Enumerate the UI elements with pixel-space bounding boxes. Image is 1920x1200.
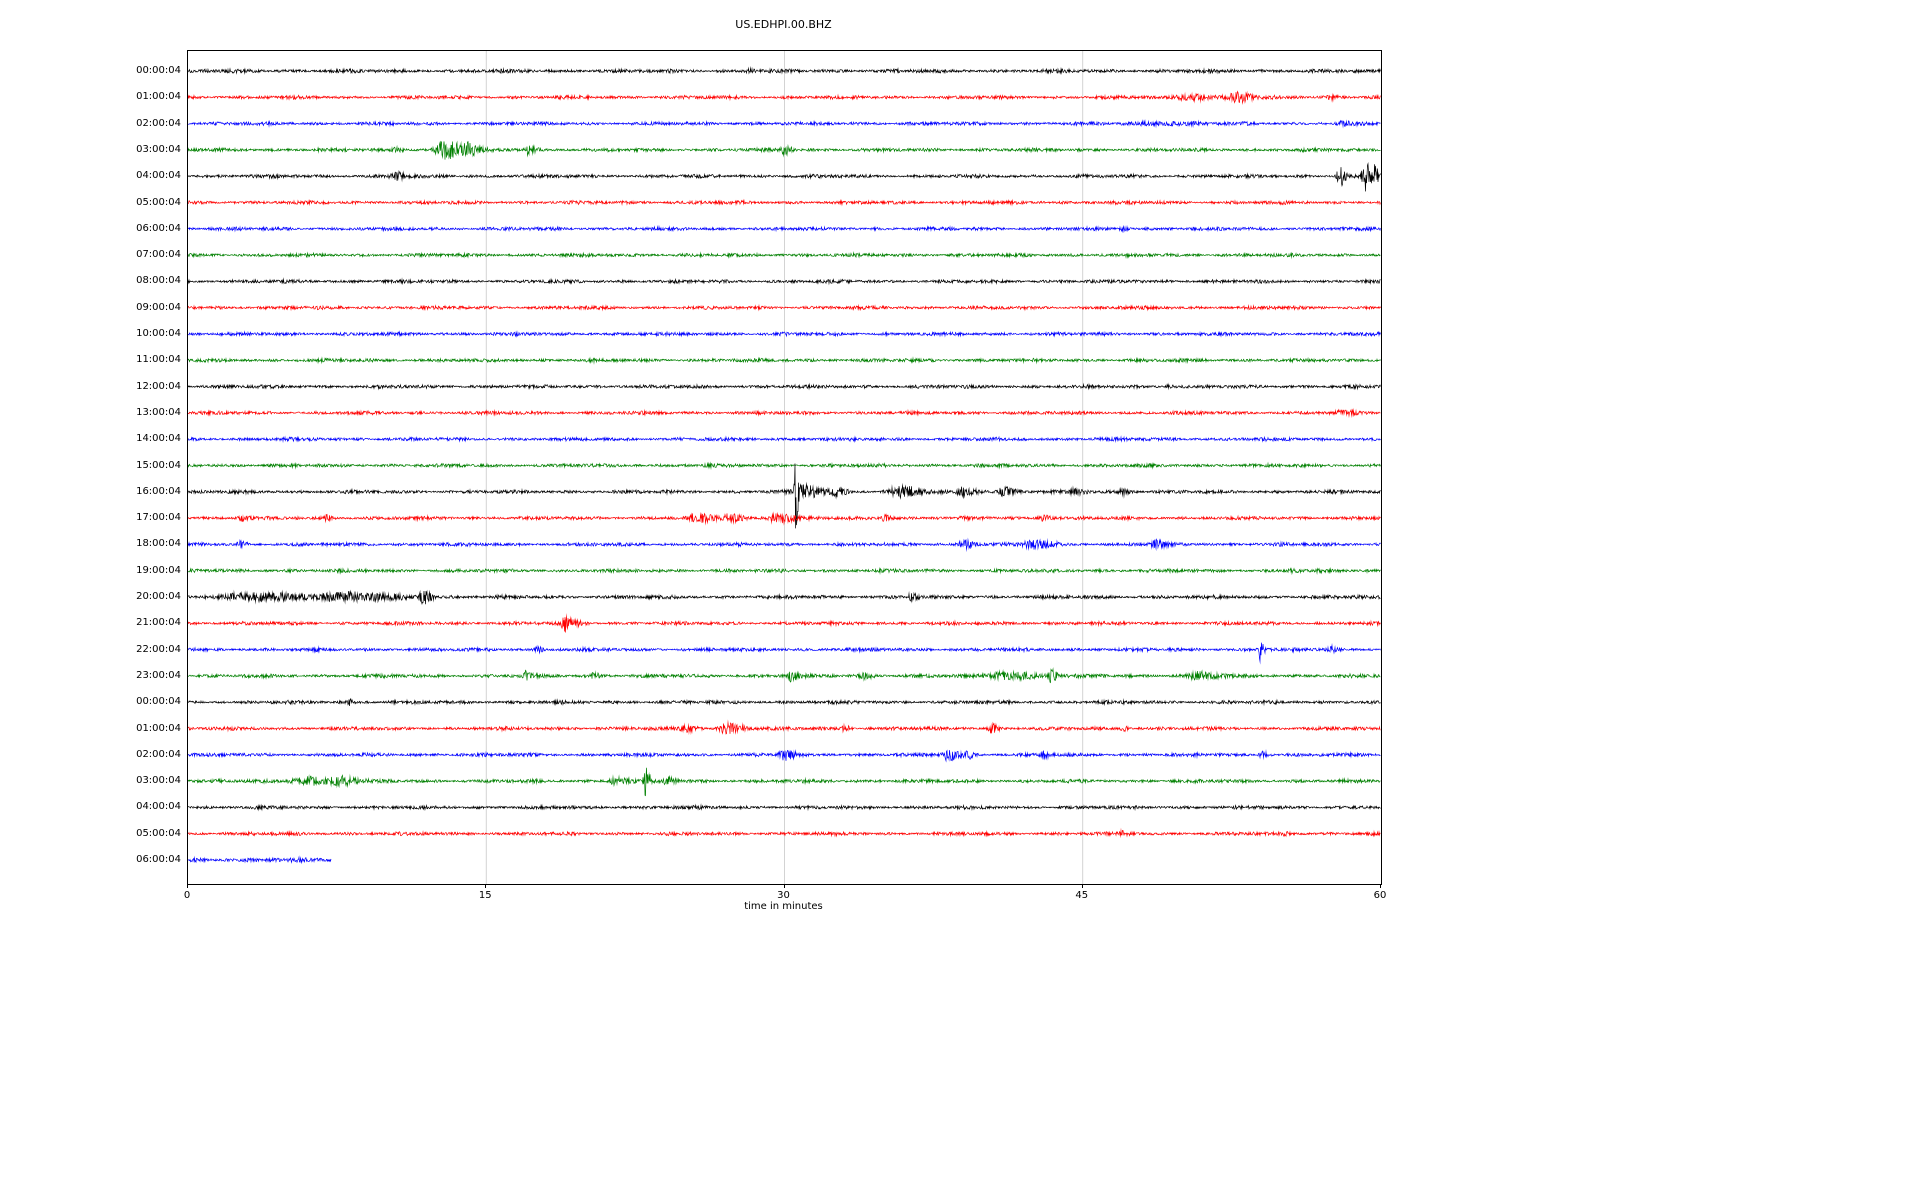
trace-time-label: 04:00:04 <box>136 170 181 182</box>
trace-time-label: 06:00:04 <box>136 222 181 234</box>
trace-time-label: 06:00:04 <box>136 854 181 865</box>
trace-time-label: 16:00:04 <box>136 485 181 497</box>
trace-time-label: 12:00:04 <box>136 380 181 392</box>
trace-time-label: 17:00:04 <box>136 512 181 524</box>
trace-time-label: 18:00:04 <box>136 538 181 550</box>
trace-time-label: 01:00:04 <box>136 722 181 734</box>
trace-time-label: 00:00:04 <box>136 696 181 708</box>
chart-title: US.EDHPI.00.BHZ <box>735 18 832 31</box>
trace-time-label: 02:00:04 <box>136 117 181 129</box>
trace-time-label: 19:00:04 <box>136 564 181 576</box>
trace-time-label: 07:00:04 <box>136 249 181 261</box>
trace-time-label: 00:00:04 <box>136 65 181 76</box>
trace-time-label: 01:00:04 <box>136 91 181 103</box>
x-tick-mark <box>187 884 188 888</box>
x-tick-label: 30 <box>777 890 790 901</box>
trace-time-label: 21:00:04 <box>136 617 181 629</box>
trace-time-label: 23:00:04 <box>136 669 181 681</box>
trace-time-label: 22:00:04 <box>136 643 181 655</box>
trace-time-label: 13:00:04 <box>136 406 181 418</box>
trace-time-label: 20:00:04 <box>136 591 181 602</box>
x-tick-mark <box>783 884 785 888</box>
trace-time-label: 04:00:04 <box>136 801 181 813</box>
x-tick-label: 60 <box>1373 890 1387 901</box>
plot-area <box>187 50 1382 885</box>
x-tick-label: 15 <box>478 890 492 901</box>
x-tick-mark <box>485 884 487 888</box>
trace-time-label: 09:00:04 <box>136 301 181 313</box>
trace-time-label: 05:00:04 <box>136 196 181 208</box>
trace-time-label: 03:00:04 <box>136 143 181 155</box>
x-axis-label: time in minutes <box>744 901 823 912</box>
x-tick-mark <box>1380 884 1381 888</box>
trace-time-label: 05:00:04 <box>136 827 181 839</box>
x-tick-mark <box>1081 884 1083 888</box>
trace-time-label: 14:00:04 <box>136 433 181 445</box>
trace-time-label: 08:00:04 <box>136 275 181 287</box>
x-tick-label: 0 <box>183 890 191 901</box>
trace-time-label: 10:00:04 <box>136 328 181 339</box>
trace-time-label: 03:00:04 <box>136 775 181 787</box>
trace-time-label: 02:00:04 <box>136 748 181 760</box>
trace-time-label: 11:00:04 <box>136 354 181 366</box>
x-tick-label: 45 <box>1075 890 1089 901</box>
trace-time-label: 15:00:04 <box>136 459 181 471</box>
seismogram-canvas <box>188 51 1381 884</box>
